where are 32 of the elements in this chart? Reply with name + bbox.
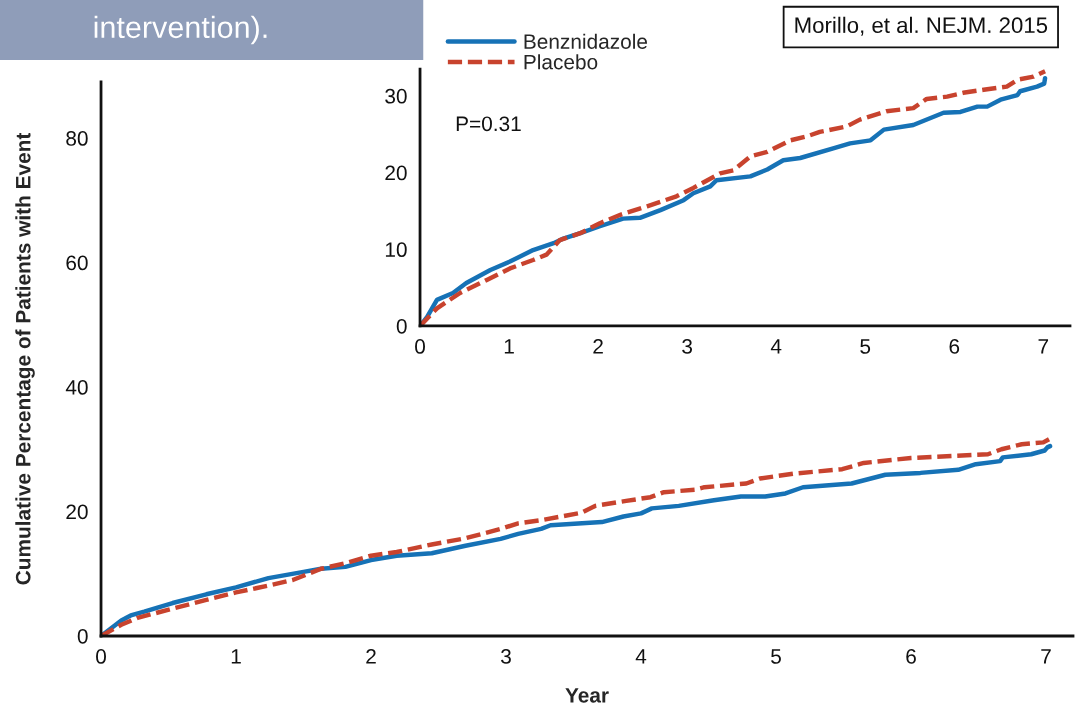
- x-tick-label: 7: [1041, 649, 1051, 664]
- x-tick-label: 2: [366, 649, 376, 664]
- x-tick-label: 1: [504, 339, 514, 354]
- y-tick-label: 0: [77, 629, 88, 644]
- legend-label: Placebo: [524, 54, 598, 70]
- x-tick-label: 2: [593, 339, 603, 354]
- x-tick-label: 6: [949, 339, 960, 354]
- x-tick-label: 4: [770, 339, 782, 354]
- annotation: P=0.31: [456, 116, 521, 132]
- x-tick-label: 0: [96, 649, 106, 664]
- x-tick-label: 5: [771, 649, 781, 664]
- x-tick-label: 4: [635, 649, 647, 664]
- y-tick-label: 20: [66, 504, 88, 520]
- text: Morillo, et al. NEJM. 2015: [795, 16, 1048, 36]
- y-tick-label: 80: [66, 131, 88, 146]
- y-axis-title: Cumulative Percentage of Patients with Event: [15, 132, 35, 585]
- legend-label: Benznidazole: [524, 33, 648, 49]
- y-tick-label: 60: [66, 255, 88, 271]
- x-axis-title: Year: [565, 688, 609, 703]
- x-tick-label: 7: [1038, 339, 1049, 354]
- x-tick-label: 5: [860, 339, 871, 354]
- y-tick-label: 40: [65, 380, 88, 395]
- x-tick-label: 0: [415, 339, 426, 354]
- x-tick-label: 6: [906, 649, 916, 664]
- y-tick-label: 0: [396, 318, 407, 334]
- x-tick-label: 1: [231, 649, 241, 664]
- y-tick-label: 30: [385, 88, 407, 104]
- y-tick-label: 20: [385, 165, 407, 181]
- x-tick-label: 3: [682, 339, 693, 354]
- y-tick-label: 10: [385, 242, 407, 258]
- chart-title: intervention).: [94, 15, 267, 45]
- x-tick-label: 3: [501, 649, 511, 664]
